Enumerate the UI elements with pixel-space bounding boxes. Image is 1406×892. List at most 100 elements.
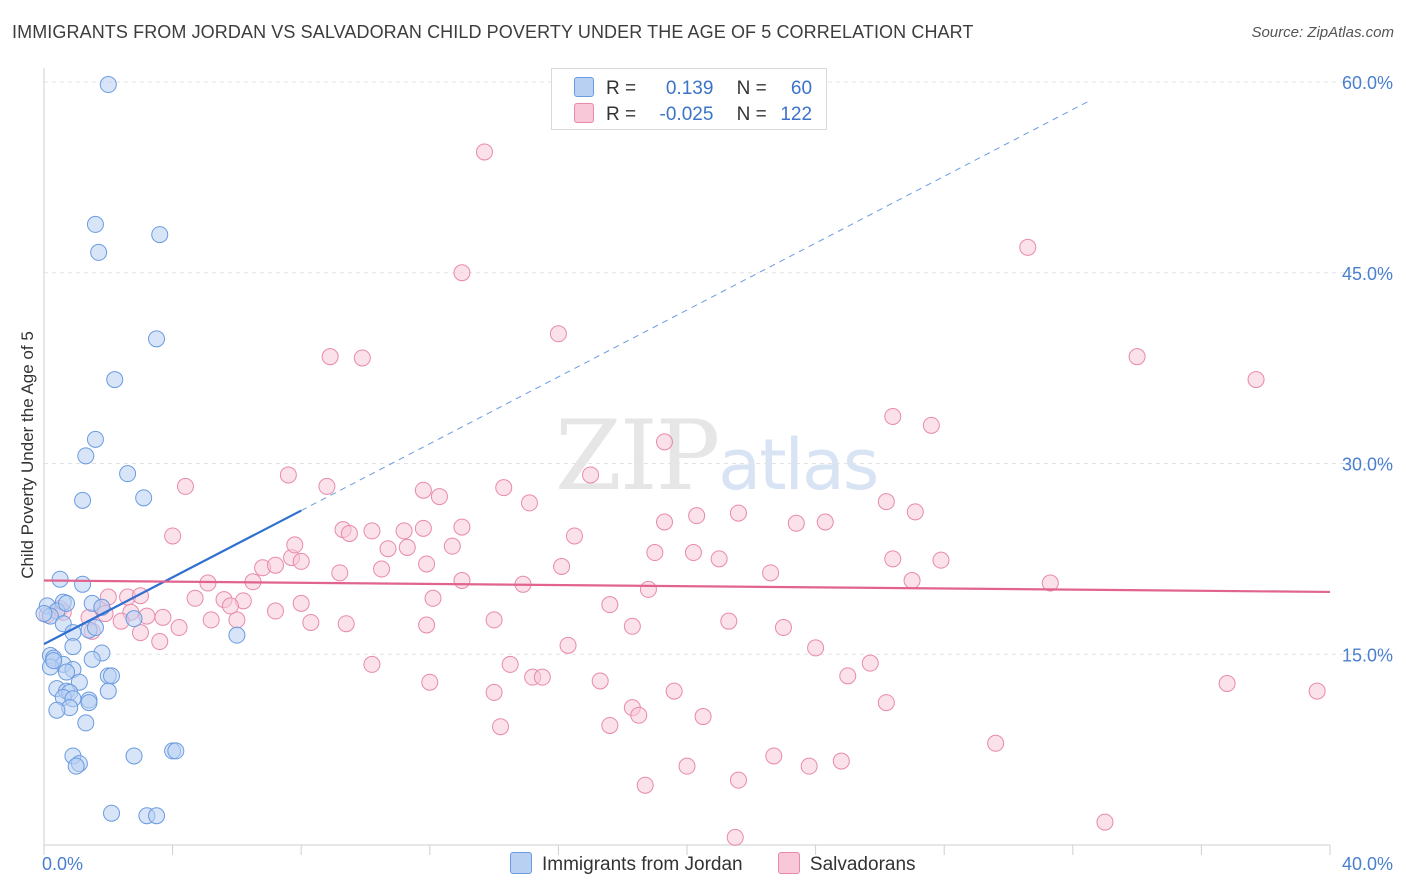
data-point-salvadorans xyxy=(202,611,220,629)
data-point-salvadorans xyxy=(533,668,551,686)
data-point-salvadorans xyxy=(395,522,413,540)
data-point-salvadorans xyxy=(726,828,744,846)
data-point-salvadorans xyxy=(665,682,683,700)
data-point-jordan xyxy=(86,619,104,637)
data-point-salvadorans xyxy=(559,636,577,654)
legend-swatch-salvadorans xyxy=(574,103,594,123)
y-tick-label: 60.0% xyxy=(1342,73,1393,93)
data-point-salvadorans xyxy=(729,771,747,789)
data-point-salvadorans xyxy=(453,518,471,536)
data-point-jordan xyxy=(151,226,169,244)
data-point-salvadorans xyxy=(337,615,355,633)
data-point-jordan xyxy=(35,605,53,623)
data-point-salvadorans xyxy=(884,407,902,425)
data-point-salvadorans xyxy=(1019,238,1037,256)
data-point-salvadorans xyxy=(906,503,924,521)
watermark-zip: ZIP xyxy=(555,400,720,512)
data-point-salvadorans xyxy=(520,494,538,512)
data-point-salvadorans xyxy=(292,552,310,570)
data-point-salvadorans xyxy=(1041,574,1059,592)
data-point-salvadorans xyxy=(636,776,654,794)
data-point-jordan xyxy=(48,701,66,719)
data-point-jordan xyxy=(228,626,246,644)
legend-row-jordan: R = 0.139 N = 60 xyxy=(574,77,812,101)
legend-r-label: R = xyxy=(606,78,637,99)
data-point-salvadorans xyxy=(318,477,336,495)
data-point-salvadorans xyxy=(694,708,712,726)
data-point-salvadorans xyxy=(765,747,783,765)
data-point-salvadorans xyxy=(495,479,513,497)
grid-lines xyxy=(44,81,1395,655)
data-point-jordan xyxy=(90,243,108,261)
data-point-jordan xyxy=(45,652,63,670)
data-point-jordan xyxy=(106,371,124,389)
data-point-salvadorans xyxy=(655,433,673,451)
y-tick-label: 15.0% xyxy=(1342,645,1393,665)
watermark: ZIPatlas xyxy=(555,400,879,512)
data-point-salvadorans xyxy=(292,594,310,612)
data-point-jordan xyxy=(77,447,95,465)
data-point-salvadorans xyxy=(430,488,448,506)
data-point-jordan xyxy=(83,650,101,668)
y-axis-label: Child Poverty Under the Age of 5 xyxy=(18,331,37,579)
data-point-salvadorans xyxy=(151,633,169,651)
legend-r-label: R = xyxy=(606,104,637,125)
data-points xyxy=(35,76,1326,846)
data-point-salvadorans xyxy=(414,519,432,537)
data-point-salvadorans xyxy=(839,667,857,685)
data-point-salvadorans xyxy=(186,589,204,607)
data-point-salvadorans xyxy=(164,527,182,545)
data-point-jordan xyxy=(51,570,69,588)
bottom-legend-item-jordan: Immigrants from Jordan xyxy=(510,852,743,876)
legend-row-salvadorans: R = -0.025 N = 122 xyxy=(574,103,812,127)
data-point-jordan xyxy=(58,663,76,681)
data-point-salvadorans xyxy=(646,544,664,562)
data-point-salvadorans xyxy=(807,639,825,657)
data-point-salvadorans xyxy=(485,611,503,629)
data-point-salvadorans xyxy=(453,571,471,589)
data-point-salvadorans xyxy=(774,619,792,637)
data-point-salvadorans xyxy=(1128,348,1146,366)
trend-line-jordan-extension xyxy=(300,100,1090,511)
data-point-salvadorans xyxy=(684,544,702,562)
bottom-legend-label-salvadorans: Salvadorans xyxy=(809,854,916,875)
data-point-jordan xyxy=(77,714,95,732)
data-point-salvadorans xyxy=(418,616,436,634)
bottom-legend-swatch-jordan xyxy=(510,852,532,874)
legend-r-value-salvadorans: -0.025 xyxy=(659,104,714,125)
data-point-jordan xyxy=(74,575,92,593)
data-point-salvadorans xyxy=(565,527,583,545)
data-point-salvadorans xyxy=(582,466,600,484)
data-point-jordan xyxy=(80,694,98,712)
data-point-salvadorans xyxy=(176,477,194,495)
data-point-jordan xyxy=(119,465,137,483)
trend-line-salvadorans xyxy=(43,579,1331,594)
data-point-jordan xyxy=(148,807,166,825)
data-point-salvadorans xyxy=(623,617,641,635)
data-point-salvadorans xyxy=(453,264,471,282)
data-point-salvadorans xyxy=(475,143,493,161)
data-point-jordan xyxy=(86,430,104,448)
data-point-salvadorans xyxy=(553,558,571,576)
data-point-salvadorans xyxy=(379,540,397,558)
data-point-salvadorans xyxy=(884,550,902,568)
data-point-salvadorans xyxy=(832,752,850,770)
data-point-salvadorans xyxy=(414,481,432,499)
watermark-atlas: atlas xyxy=(718,424,879,506)
data-point-salvadorans xyxy=(170,619,188,637)
legend-r-value-jordan: 0.139 xyxy=(665,78,714,99)
data-point-salvadorans xyxy=(373,560,391,578)
data-point-salvadorans xyxy=(787,514,805,532)
data-point-salvadorans xyxy=(1096,813,1114,831)
data-point-salvadorans xyxy=(861,654,879,672)
data-point-salvadorans xyxy=(279,466,297,484)
trend-line-jordan xyxy=(43,509,302,646)
data-point-salvadorans xyxy=(688,507,706,525)
data-point-salvadorans xyxy=(443,537,461,555)
data-point-salvadorans xyxy=(302,613,320,631)
data-point-jordan xyxy=(148,330,166,348)
axis-labels: 15.0% 30.0% 45.0% 60.0% 0.0% 40.0% Child Pover… xyxy=(18,73,1393,874)
data-point-salvadorans xyxy=(903,571,921,589)
bottom-legend-swatch-salvadorans xyxy=(777,852,800,874)
data-point-salvadorans xyxy=(800,757,818,775)
